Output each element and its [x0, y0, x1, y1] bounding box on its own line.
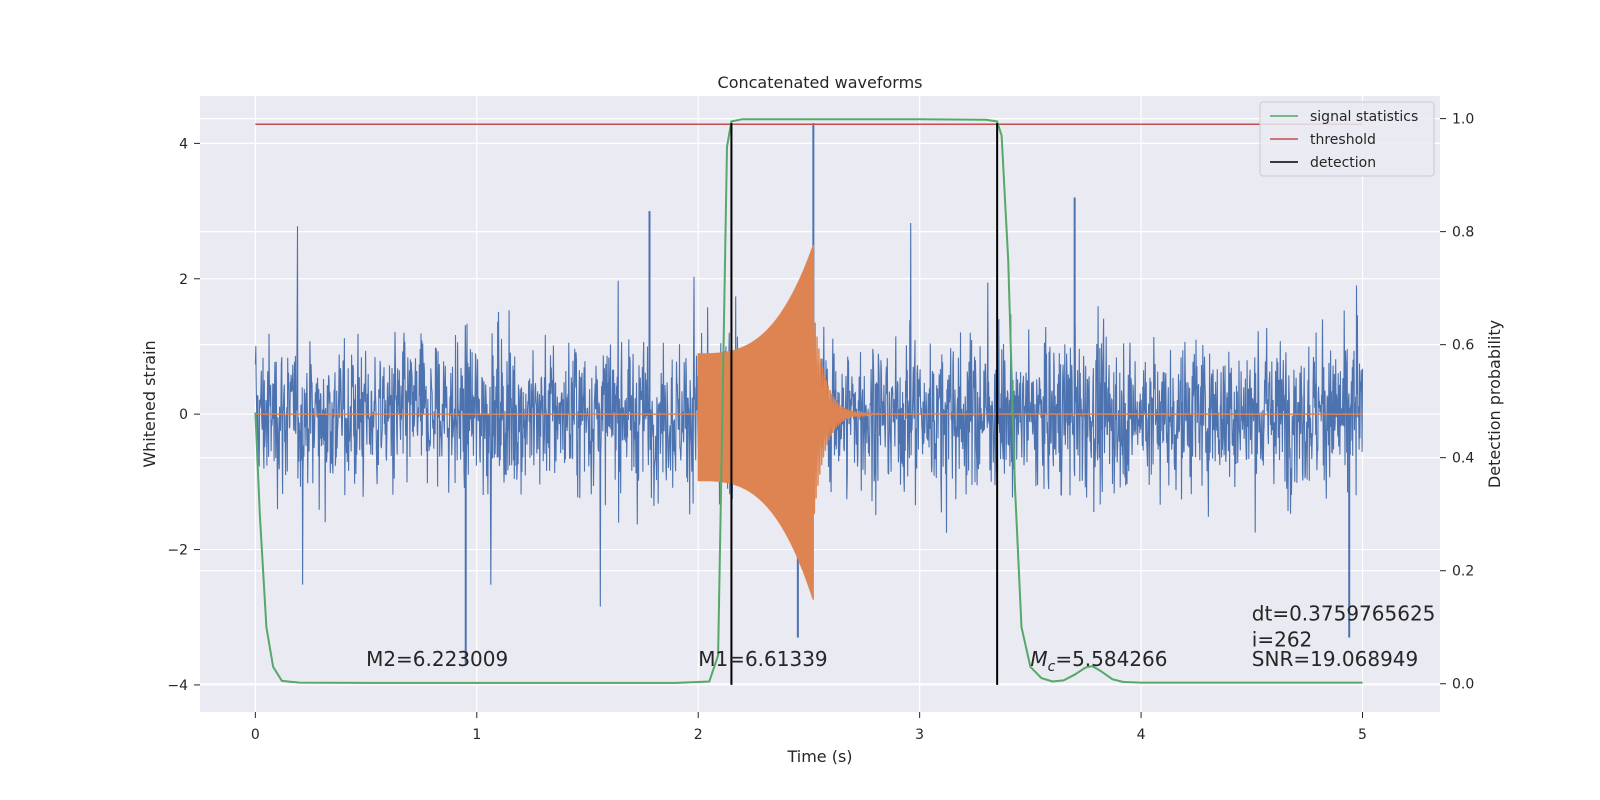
x-tick-label: 0 [251, 727, 260, 743]
annotations: M2=6.223009 M1=6.61339 Mc=5.584266 SNR=19.0… [366, 602, 1435, 675]
annotation: M1=6.61339 [698, 647, 827, 671]
y-axis-label: Whitened strain [140, 340, 159, 467]
y2-tick-label: 0.8 [1452, 225, 1474, 241]
y2-tick-label: 0.0 [1452, 677, 1474, 693]
legend-box [1259, 101, 1435, 177]
y2-tick-label: 0.6 [1452, 338, 1474, 354]
series-layer [254, 118, 1364, 685]
y2-tick-label: 0.4 [1452, 451, 1474, 467]
y2-axis-label: Detection probability [1485, 320, 1504, 488]
legend: signal statistics threshold detection [1259, 101, 1435, 177]
legend-label-threshold: threshold [1310, 132, 1376, 148]
legend-label-signal-statistics: signal statistics [1310, 109, 1418, 125]
chart-title: Concatenated waveforms [718, 73, 923, 92]
annotation: Mc=5.584266 [1030, 647, 1167, 675]
y-tick-label: 4 [179, 136, 188, 152]
annotation: i=262 [1252, 627, 1313, 651]
x-tick-label: 2 [694, 727, 703, 743]
y-tick-label: 0 [179, 407, 188, 423]
y2-tick-label: 0.2 [1452, 564, 1474, 580]
y-tick-label: −4 [167, 678, 188, 694]
y-tick-label: 2 [179, 272, 188, 288]
annotation: SNR=19.068949 [1252, 647, 1418, 671]
y-tick-label: −2 [167, 543, 188, 559]
x-axis-label: Time (s) [786, 747, 852, 766]
signal-statistics-line [254, 118, 1363, 684]
annotation: M2=6.223009 [366, 647, 508, 671]
ticks: 0 1 2 3 4 5 4 2 0 −2 −4 1.0 0.8 0.6 0.4 0.2 0.0 [167, 112, 1474, 743]
waveform-line [255, 244, 1363, 600]
annotation: dt=0.3759765625 [1252, 602, 1436, 626]
x-tick-label: 5 [1358, 727, 1367, 743]
legend-label-detection: detection [1310, 155, 1376, 171]
x-tick-label: 3 [915, 727, 924, 743]
y2-tick-label: 1.0 [1452, 112, 1474, 128]
x-tick-label: 4 [1137, 727, 1146, 743]
x-tick-label: 1 [472, 727, 481, 743]
